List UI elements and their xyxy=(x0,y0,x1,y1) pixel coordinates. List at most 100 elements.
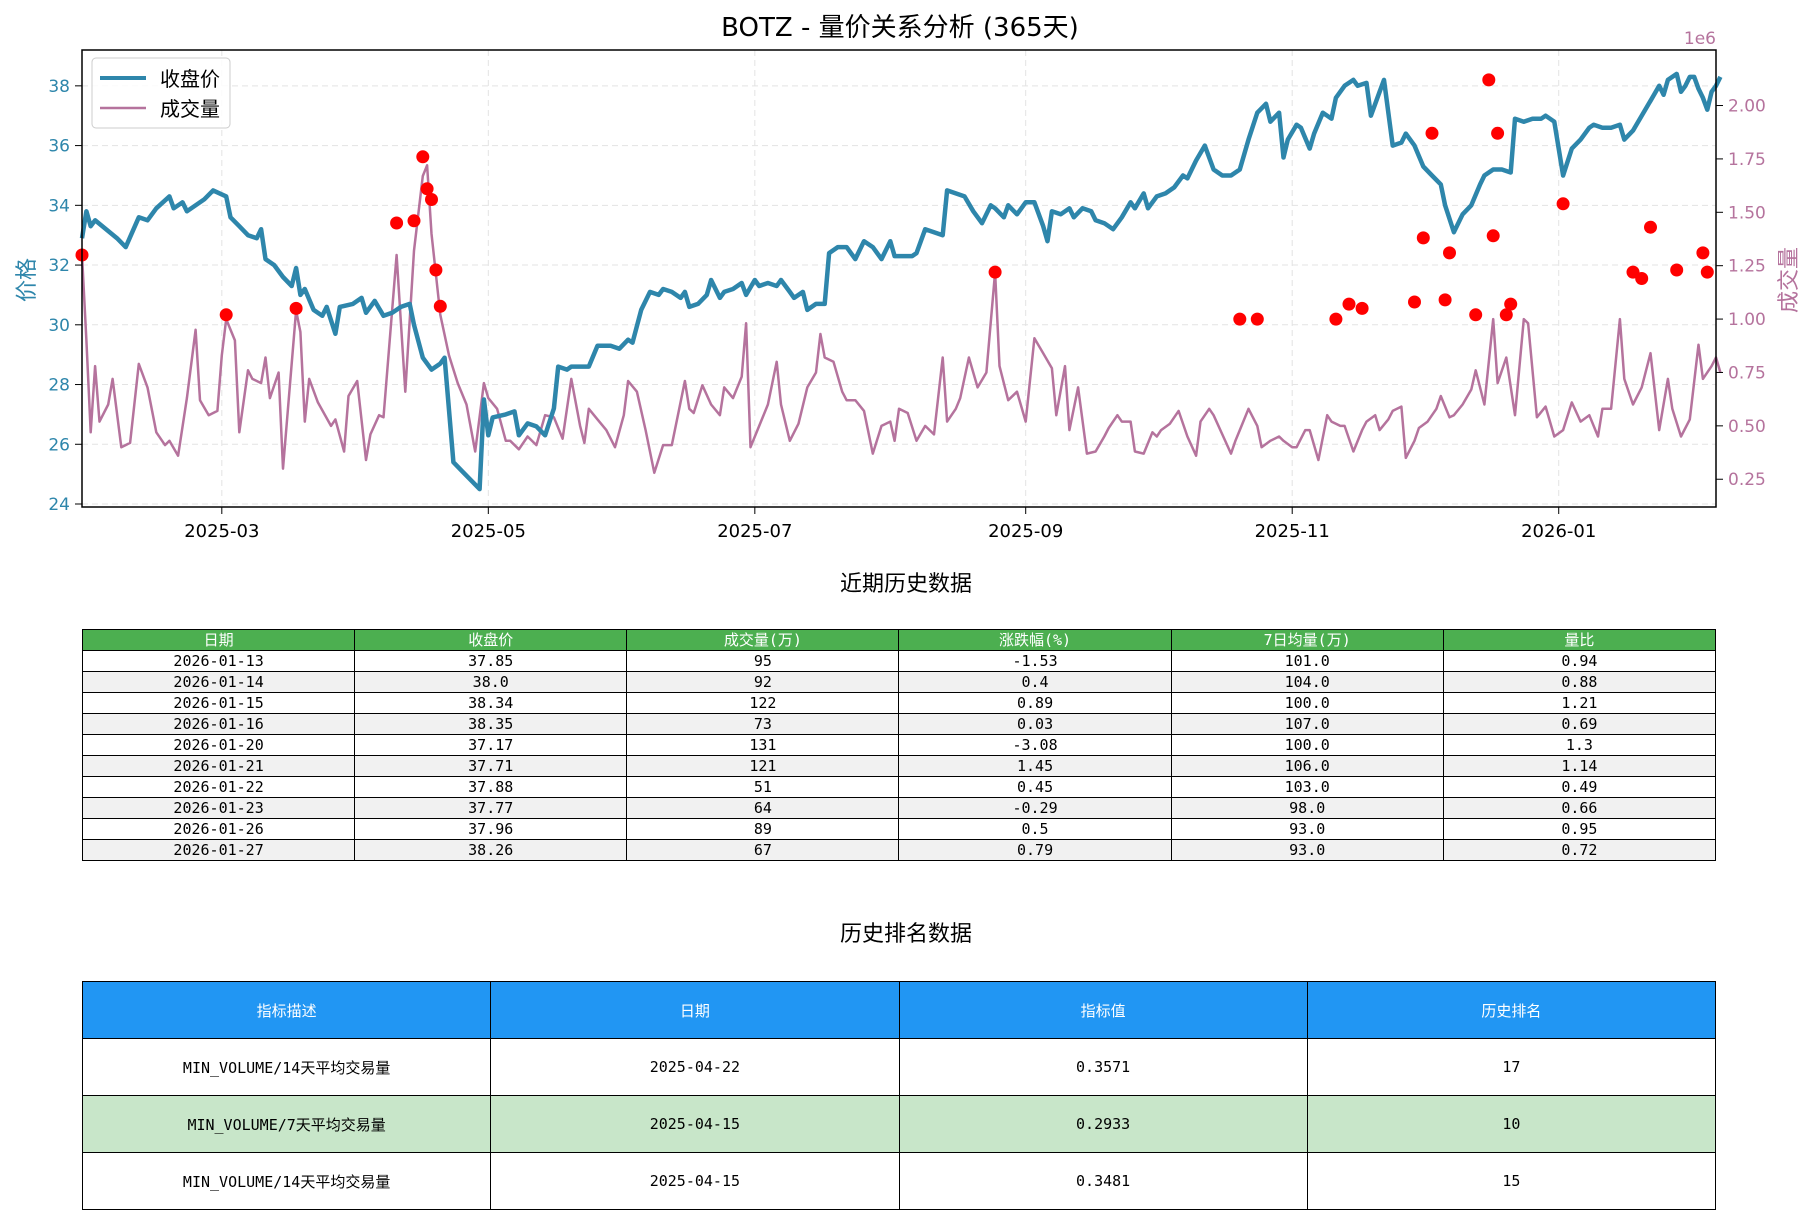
price-volume-chart: BOTZ - 量价关系分析 (365天) 2025-03 2025-05 2025-… xyxy=(15,13,1802,542)
y-tick-label: 36 xyxy=(48,137,70,157)
table-row: MIN_VOLUME/7天平均交易量 2025-04-15 0.2933 10 xyxy=(81,1095,1717,1153)
table-cell: 0.94 xyxy=(1442,650,1717,672)
table-cell: 37.96 xyxy=(354,818,628,840)
volume-spike-marker xyxy=(1635,272,1649,285)
volume-spike-marker xyxy=(1425,126,1439,140)
table-cell: 10 xyxy=(1306,1095,1717,1153)
table-cell: MIN_VOLUME/14天平均交易量 xyxy=(81,1152,492,1210)
x-tick-label: 2025-07 xyxy=(717,521,792,542)
table-cell: 17 xyxy=(1306,1038,1717,1096)
table-cell: 0.88 xyxy=(1442,671,1717,693)
table-cell: MIN_VOLUME/7天平均交易量 xyxy=(81,1095,492,1153)
table-cell: 1.14 xyxy=(1442,755,1717,777)
table-cell: 95 xyxy=(626,650,900,672)
table-cell: 0.79 xyxy=(898,839,1172,861)
table-row: MIN_VOLUME/14天平均交易量 2025-04-22 0.3571 17 xyxy=(81,1038,1717,1096)
table-cell: 0.66 xyxy=(1442,797,1717,819)
table-cell: 51 xyxy=(626,776,900,798)
table-row: 2026-01-15 38.34 122 0.89 100.0 1.21 xyxy=(81,692,1717,714)
table-cell: 103.0 xyxy=(1170,776,1444,798)
y-axis-label: 价格 xyxy=(15,258,40,302)
table-cell: -0.29 xyxy=(898,797,1172,819)
column-header: 成交量(万) xyxy=(626,629,900,651)
table-cell: 92 xyxy=(626,671,900,693)
y-tick-label: 26 xyxy=(48,435,70,455)
volume-spike-marker xyxy=(1499,308,1513,322)
table-cell: 37.17 xyxy=(354,734,628,756)
table-cell: 37.88 xyxy=(354,776,628,798)
price-series-line xyxy=(79,71,1723,492)
table-cell: 2026-01-16 xyxy=(81,713,356,735)
table-cell: 122 xyxy=(626,692,900,714)
table-cell: 0.72 xyxy=(1442,839,1717,861)
volume-spike-marker xyxy=(1504,297,1518,311)
table-cell: 2026-01-13 xyxy=(81,650,356,672)
table-cell: 73 xyxy=(626,713,900,735)
y2-tick-label: 1.25 xyxy=(1728,257,1766,277)
table-cell: 2026-01-23 xyxy=(81,797,356,819)
y2-multiplier: 1e6 xyxy=(1684,29,1716,49)
table-cell: 1.45 xyxy=(898,755,1172,777)
table-cell: 67 xyxy=(626,839,900,861)
volume-spike-marker xyxy=(1469,308,1483,322)
y2-tick-label: 0.75 xyxy=(1728,363,1766,383)
recent-table-title: 近期历史数据 xyxy=(839,572,972,597)
column-header: 指标值 xyxy=(898,981,1308,1039)
column-header: 日期 xyxy=(81,629,356,651)
table-cell: 2026-01-21 xyxy=(81,755,356,777)
volume-spike-marker xyxy=(1329,312,1343,326)
table-cell: 15 xyxy=(1306,1152,1717,1210)
x-tick-label: 2025-03 xyxy=(184,521,259,542)
recent-table-header: 日期 收盘价 成交量(万) 涨跌幅(%) 7日均量(万) 量比 xyxy=(81,629,1717,651)
y-axis-right: 0.25 0.50 0.75 1.00 1.25 1.50 1.75 2.00 xyxy=(1716,97,1766,490)
price-layer xyxy=(79,71,1723,492)
x-tick-label: 2025-05 xyxy=(451,521,526,542)
volume-spike-marker xyxy=(416,150,430,164)
rank-table-title: 历史排名数据 xyxy=(839,922,972,947)
x-tick-label: 2025-11 xyxy=(1255,521,1330,542)
volume-spike-marker xyxy=(407,214,421,228)
volume-spike-marker xyxy=(1556,197,1570,211)
table-row: 2026-01-21 37.71 121 1.45 106.0 1.14 xyxy=(81,755,1717,777)
volume-spike-marker xyxy=(1696,246,1710,260)
volume-spike-marker xyxy=(1482,73,1496,87)
table-cell: 100.0 xyxy=(1170,734,1444,756)
table-cell: 2026-01-14 xyxy=(81,671,356,693)
table-cell: 0.5 xyxy=(898,818,1172,840)
table-cell: 106.0 xyxy=(1170,755,1444,777)
table-cell: 0.3481 xyxy=(898,1152,1308,1210)
legend-label-volume: 成交量 xyxy=(160,97,220,121)
table-cell: 2026-01-26 xyxy=(81,818,356,840)
table-row: 2026-01-20 37.17 131 -3.08 100.0 1.3 xyxy=(81,734,1717,756)
y2-tick-label: 1.50 xyxy=(1728,203,1766,223)
rank-table-header: 指标描述 日期 指标值 历史排名 xyxy=(81,981,1717,1039)
grid-lines xyxy=(82,50,1716,507)
table-cell: 93.0 xyxy=(1170,839,1444,861)
legend-label-price: 收盘价 xyxy=(160,67,220,91)
volume-spike-marker xyxy=(1644,220,1657,234)
y2-tick-label: 0.50 xyxy=(1728,417,1766,437)
table-cell: 37.85 xyxy=(354,650,628,672)
x-tick-label: 2025-09 xyxy=(988,521,1063,542)
table-cell: 2025-04-22 xyxy=(490,1038,900,1096)
table-cell: 104.0 xyxy=(1170,671,1444,693)
table-cell: 2025-04-15 xyxy=(490,1095,900,1153)
table-cell: 2026-01-20 xyxy=(81,734,356,756)
table-cell: 2025-04-15 xyxy=(490,1152,900,1210)
column-header: 指标描述 xyxy=(81,981,492,1039)
y-tick-label: 28 xyxy=(48,376,70,396)
y2-tick-label: 2.00 xyxy=(1728,97,1766,117)
table-cell: 98.0 xyxy=(1170,797,1444,819)
volume-spike-marker xyxy=(1355,301,1369,315)
table-cell: -3.08 xyxy=(898,734,1172,756)
volume-spike-marker xyxy=(1443,246,1456,260)
volume-spike-marker xyxy=(1233,312,1247,326)
table-cell: 2026-01-15 xyxy=(81,692,356,714)
table-cell: 38.35 xyxy=(354,713,628,735)
table-cell: 0.3571 xyxy=(898,1038,1308,1096)
volume-spike-marker xyxy=(425,193,438,206)
volume-spike-marker xyxy=(1491,126,1505,140)
volume-spike-marker xyxy=(429,263,443,277)
table-cell: 1.21 xyxy=(1442,692,1717,714)
table-cell: 1.3 xyxy=(1442,734,1717,756)
